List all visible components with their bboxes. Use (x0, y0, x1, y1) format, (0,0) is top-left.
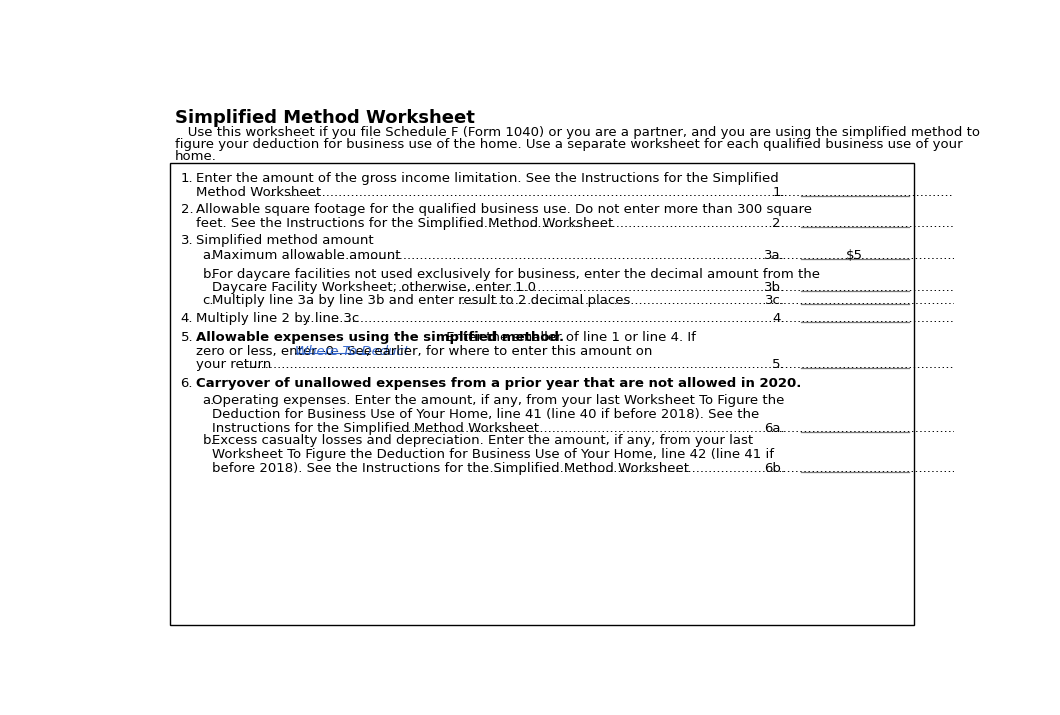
Text: 6a.: 6a. (764, 422, 785, 435)
Text: ................................................................................: ........................................… (396, 422, 1060, 435)
Text: ................................................................................: ........................................… (298, 312, 1060, 325)
Text: Enter the amount of the gross income limitation. See the Instructions for the Si: Enter the amount of the gross income lim… (196, 172, 779, 185)
Text: Simplified Method Worksheet: Simplified Method Worksheet (175, 109, 475, 127)
Text: b.: b. (202, 434, 215, 447)
Text: 4.: 4. (180, 312, 193, 325)
Text: 6.: 6. (180, 377, 193, 390)
Text: your return: your return (196, 358, 271, 371)
Text: Allowable expenses using the simplified method.: Allowable expenses using the simplified … (196, 330, 564, 344)
Text: zero or less, enter -0-. See: zero or less, enter -0-. See (196, 345, 376, 358)
Text: b.: b. (202, 267, 215, 280)
Text: 5.: 5. (773, 358, 785, 371)
Text: figure your deduction for business use of the home. Use a separate worksheet for: figure your deduction for business use o… (175, 138, 962, 151)
Text: 5.: 5. (180, 330, 193, 344)
Text: Multiply line 3a by line 3b and enter result to 2 decimal places: Multiply line 3a by line 3b and enter re… (212, 294, 630, 307)
Text: $5: $5 (846, 249, 863, 262)
Text: home.: home. (175, 150, 217, 164)
Text: Excess casualty losses and depreciation. Enter the amount, if any, from your las: Excess casualty losses and depreciation.… (212, 434, 753, 447)
Text: before 2018). See the Instructions for the Simplified Method Worksheet: before 2018). See the Instructions for t… (212, 462, 689, 475)
Text: c.: c. (202, 294, 214, 307)
Text: Deduction for Business Use of Your Home, line 41 (line 40 if before 2018). See t: Deduction for Business Use of Your Home,… (212, 408, 759, 420)
Text: ................................................................................: ........................................… (308, 249, 1060, 262)
Text: 1.: 1. (773, 186, 785, 199)
Text: ................................................................................: ........................................… (241, 358, 1060, 371)
Text: Simplified method amount: Simplified method amount (196, 234, 374, 247)
Text: 3b.: 3b. (764, 282, 785, 295)
Text: Use this worksheet if you file Schedule F (Form 1040) or you are a partner, and : Use this worksheet if you file Schedule … (175, 126, 980, 139)
Text: 1.: 1. (180, 172, 193, 185)
Text: Where To Deduct: Where To Deduct (296, 345, 409, 358)
Text: ................................................................................: ........................................… (398, 282, 1060, 295)
Text: 6b.: 6b. (764, 462, 785, 475)
Text: feet. See the Instructions for the Simplified Method Worksheet: feet. See the Instructions for the Simpl… (196, 217, 614, 230)
Text: ................................................................................: ........................................… (474, 462, 1060, 475)
Text: a.: a. (202, 249, 214, 262)
Text: 3.: 3. (180, 234, 193, 247)
Text: Enter the smaller of line 1 or line 4. If: Enter the smaller of line 1 or line 4. I… (442, 330, 696, 344)
Text: Multiply line 2 by line 3c: Multiply line 2 by line 3c (196, 312, 359, 325)
Text: 3a.: 3a. (764, 249, 785, 262)
FancyBboxPatch shape (170, 163, 914, 625)
Text: , earlier, for where to enter this amount on: , earlier, for where to enter this amoun… (366, 345, 652, 358)
Text: Instructions for the Simplified Method Worksheet: Instructions for the Simplified Method W… (212, 422, 538, 435)
Text: Method Worksheet: Method Worksheet (196, 186, 321, 199)
Text: Allowable square footage for the qualified business use. Do not enter more than : Allowable square footage for the qualifi… (196, 203, 812, 216)
Text: Operating expenses. Enter the amount, if any, from your last Worksheet To Figure: Operating expenses. Enter the amount, if… (212, 394, 784, 407)
Text: 2.: 2. (773, 217, 785, 230)
Text: a.: a. (202, 394, 214, 407)
Text: ................................................................................: ........................................… (426, 217, 1060, 230)
Text: 2.: 2. (180, 203, 193, 216)
Text: 3c.: 3c. (765, 294, 785, 307)
Text: ................................................................................: ........................................… (268, 186, 1060, 199)
Text: 4.: 4. (773, 312, 785, 325)
Text: Worksheet To Figure the Deduction for Business Use of Your Home, line 42 (line 4: Worksheet To Figure the Deduction for Bu… (212, 448, 774, 460)
Text: Carryover of unallowed expenses from a prior year that are not allowed in 2020.: Carryover of unallowed expenses from a p… (196, 377, 801, 390)
Text: ................................................................................: ........................................… (458, 294, 1060, 307)
Text: Maximum allowable amount: Maximum allowable amount (212, 249, 400, 262)
Text: For daycare facilities not used exclusively for business, enter the decimal amou: For daycare facilities not used exclusiv… (212, 267, 819, 280)
Text: Daycare Facility Worksheet; otherwise, enter 1.0: Daycare Facility Worksheet; otherwise, e… (212, 282, 535, 295)
